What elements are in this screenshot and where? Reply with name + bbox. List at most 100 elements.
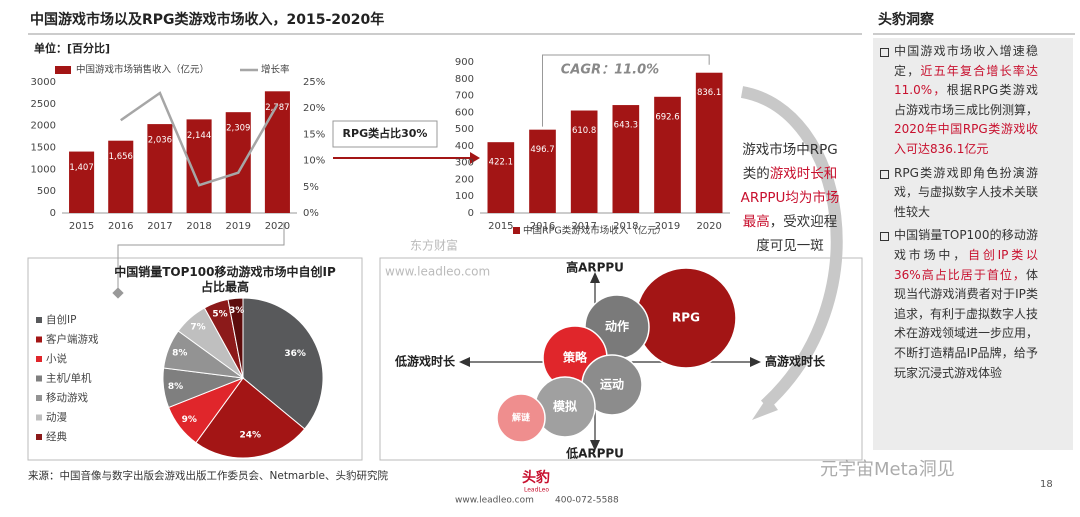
axis-right: 高游戏时长 bbox=[765, 354, 826, 369]
value-label: 1,407 bbox=[69, 163, 93, 173]
line bbox=[120, 91, 279, 187]
pie-title: 中国销量TOP100移动游戏市场中自创IP 占比最高 bbox=[114, 264, 336, 294]
legend-label: 动漫 bbox=[46, 411, 67, 424]
legend-swatch bbox=[513, 227, 520, 234]
pie-slice bbox=[195, 377, 306, 459]
arrow-label: RPG类占比30% bbox=[343, 126, 428, 140]
legend-label: 中国游戏市场销售收入（亿元） bbox=[76, 64, 209, 76]
text-run: 2020年中国RPG类游戏收入可达836.1亿元 bbox=[894, 122, 1038, 156]
y-tick-label: 100 bbox=[455, 191, 474, 202]
text-run: RPG类游戏即角色扮演游戏，与虚拟数字人技术关联性较大 bbox=[894, 165, 1039, 219]
legend-swatch bbox=[36, 356, 42, 362]
text-run: 根据RPG类游戏占游戏市场三成比例测算， bbox=[894, 83, 1039, 117]
y-tick-label: 900 bbox=[455, 57, 474, 68]
y-tick-label: 600 bbox=[455, 107, 474, 118]
phone: 400-072-5588 bbox=[555, 496, 619, 506]
watermark: 元宇宙Meta洞见 bbox=[820, 459, 955, 480]
y-tick-label: 2000 bbox=[31, 121, 56, 132]
arrow-head bbox=[470, 152, 480, 164]
y-tick-label: 2500 bbox=[31, 99, 56, 110]
bar bbox=[69, 151, 95, 213]
bar bbox=[264, 91, 290, 213]
bar bbox=[654, 96, 681, 213]
value-label: 2,036 bbox=[148, 136, 172, 146]
y-tick-label: 5% bbox=[303, 182, 319, 193]
pie-label: 8% bbox=[168, 382, 183, 392]
axis-left: 低游戏时长 bbox=[394, 354, 456, 369]
unit: 单位：[百分比] bbox=[34, 41, 110, 55]
bar bbox=[225, 112, 251, 213]
x-tick-label: 2016 bbox=[108, 221, 133, 232]
bullet: RPG类游戏即角色扮演游戏，与虚拟数字人技术关联性较大 bbox=[878, 164, 1038, 223]
logo-sub: LeadLeo bbox=[524, 487, 549, 494]
legend-label: 增长率 bbox=[261, 64, 290, 76]
x-tick-label: 2018 bbox=[613, 221, 638, 232]
value-label: 836.1 bbox=[697, 88, 721, 98]
y-tick-label: 1500 bbox=[31, 143, 56, 154]
pie-label: 9% bbox=[182, 415, 197, 425]
legend-swatch bbox=[36, 414, 42, 421]
x-tick-label: 2017 bbox=[147, 221, 172, 232]
title: 中国游戏市场以及RPG类游戏市场收入，2015-2020年 bbox=[30, 11, 384, 28]
value-label: 692.6 bbox=[655, 112, 679, 122]
annotation: CAGR：11.0% bbox=[561, 63, 659, 78]
text-run: 近五年复合增长率达11.0%， bbox=[894, 63, 1038, 98]
legend-label: 客户端游戏 bbox=[46, 333, 99, 346]
connector-end bbox=[112, 287, 124, 299]
bubble bbox=[496, 393, 546, 443]
sidebar-bg bbox=[873, 38, 1073, 450]
y-tick-label: 200 bbox=[455, 174, 474, 185]
text-run: ，受欢迎程度可见一斑 bbox=[756, 214, 838, 254]
curved-arrow-head bbox=[752, 396, 778, 420]
pie-label: 24% bbox=[239, 431, 261, 441]
bullet: 中国游戏市场收入增速稳定，近五年复合增长率达11.0%，根据RPG类游戏占游戏市… bbox=[878, 42, 1038, 160]
legend-label: 中国RPG类游戏市场收入（亿元） bbox=[523, 225, 666, 237]
pie-frame bbox=[27, 257, 363, 461]
bubble-label: 策略 bbox=[563, 350, 588, 365]
connector bbox=[117, 222, 285, 292]
text-run: 自创IP类以36%高占比居于首位， bbox=[894, 247, 1038, 282]
legend-label: 自创IP bbox=[46, 313, 76, 326]
bubble-label: RPG bbox=[672, 311, 700, 325]
arrow-box bbox=[332, 120, 438, 148]
y-tick-label: 700 bbox=[455, 91, 474, 102]
y-tick-label: 300 bbox=[455, 158, 474, 169]
legend-swatch bbox=[36, 375, 42, 382]
text-run: 游戏市场中RPG类的 bbox=[742, 142, 838, 182]
x-tick-label: 2020 bbox=[265, 221, 290, 232]
value-label: 643.3 bbox=[614, 121, 638, 131]
axis-bottom: 低ARPPU bbox=[565, 446, 624, 461]
bubble-frame bbox=[379, 257, 863, 461]
bubble-label: 解谜 bbox=[512, 412, 531, 424]
bubble-label: 动作 bbox=[605, 319, 629, 334]
pie-label: 3% bbox=[229, 306, 244, 316]
y-tick-label: 20% bbox=[303, 103, 325, 114]
bar bbox=[108, 140, 134, 213]
y-tick-label: 0% bbox=[303, 208, 319, 219]
watermark: www.leadleo.com bbox=[385, 265, 490, 279]
source: 来源：中国音像与数字出版会游戏出版工作委员会、Netmarble、头豹研究院 bbox=[28, 469, 388, 482]
axis-top: 高ARPPU bbox=[566, 260, 624, 275]
value-label: 422.1 bbox=[489, 158, 513, 168]
cagr-bracket bbox=[542, 54, 710, 127]
curved-arrow bbox=[740, 86, 843, 410]
value-label: 610.8 bbox=[572, 126, 596, 136]
y-tick-label: 10% bbox=[303, 156, 325, 167]
y-tick-label: 500 bbox=[455, 124, 474, 135]
value-label: 2,309 bbox=[226, 124, 250, 134]
x-tick-label: 2019 bbox=[226, 221, 251, 232]
pie-label: 7% bbox=[190, 322, 205, 332]
text-run: 中国销量TOP100的移动游戏市场中， bbox=[894, 228, 1038, 262]
bar bbox=[570, 110, 598, 213]
text-run: 游戏时长和ARPPU均为市场最高 bbox=[740, 166, 840, 230]
legend-swatch bbox=[36, 434, 42, 440]
x-tick-label: 2015 bbox=[488, 221, 513, 232]
x-tick-label: 2018 bbox=[186, 221, 211, 232]
y-tick-label: 800 bbox=[455, 74, 474, 85]
bubble-label: 运动 bbox=[600, 378, 624, 392]
x-tick-label: 2015 bbox=[69, 221, 94, 232]
x-tick-label: 2020 bbox=[696, 221, 721, 232]
y-tick-label: 0 bbox=[50, 208, 56, 219]
bar bbox=[529, 129, 556, 213]
